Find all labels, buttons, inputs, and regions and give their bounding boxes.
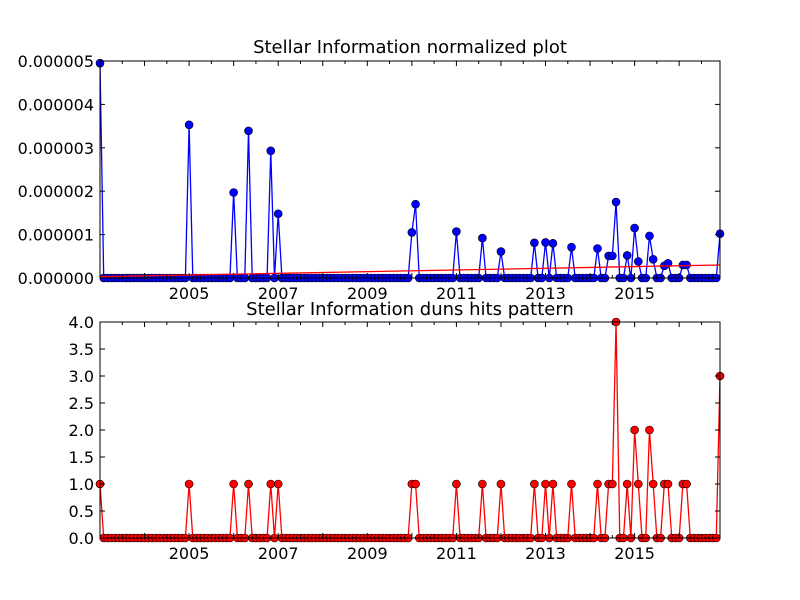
axes-frame	[99, 60, 721, 279]
x-tick-label: 2009	[347, 284, 388, 303]
data-point	[567, 242, 576, 252]
chart-title: Stellar Information normalized plot	[253, 37, 567, 58]
y-tick-label: 0.0	[69, 529, 94, 548]
data-point	[184, 479, 194, 489]
data-point	[541, 238, 550, 247]
data-point	[496, 479, 506, 489]
data-point	[478, 479, 487, 489]
x-tick-label: 2009	[347, 544, 388, 563]
data-point	[229, 479, 238, 489]
data-point	[630, 425, 639, 435]
x-tick-label: 2011	[436, 544, 477, 563]
data-point	[622, 251, 632, 260]
data-point	[648, 479, 658, 489]
data-point	[630, 223, 639, 233]
data-point	[530, 479, 539, 489]
data-point	[648, 255, 658, 264]
y-tick-label: 0.000004	[18, 95, 94, 114]
data-point	[541, 479, 550, 489]
data-point	[548, 479, 558, 489]
x-tick-label: 2007	[258, 284, 299, 303]
data-point	[244, 126, 253, 136]
data-point	[478, 233, 487, 243]
y-tick-label: 1.0	[69, 475, 94, 494]
axis-ticks: 0.000000 0.000001 0.000002 0.000003 0.000004…	[18, 52, 720, 303]
y-tick-label: 0.000003	[18, 139, 94, 158]
x-tick-label: 2015	[614, 544, 655, 563]
data-point	[273, 209, 283, 219]
axes-frame	[99, 321, 721, 539]
series-line	[99, 264, 721, 278]
data-point	[452, 227, 461, 236]
y-tick-label: 0.5	[69, 502, 94, 521]
y-tick-label: 3.5	[69, 340, 94, 359]
data-point	[244, 479, 253, 489]
x-tick-label: 2005	[169, 284, 210, 303]
data-point	[634, 257, 643, 266]
data-point	[266, 479, 276, 489]
axis-ticks: 0.0 0.5 1.0 1.5 2.0 2.5 3.0 3.5 4.0 2005 2007 2009 2…	[69, 313, 720, 563]
data-point	[608, 479, 617, 489]
data-point	[645, 231, 654, 241]
data-point	[663, 258, 673, 268]
y-tick-label: 2.0	[69, 421, 94, 440]
y-tick-label: 1.5	[69, 448, 94, 467]
x-tick-label: 2013	[525, 284, 566, 303]
data-point	[682, 479, 691, 489]
x-tick-label: 2005	[169, 544, 210, 563]
data-point	[663, 479, 673, 489]
data-point	[548, 238, 558, 248]
data-point	[407, 228, 417, 237]
data-point	[593, 479, 602, 489]
data-point	[411, 479, 420, 489]
data-point	[593, 244, 602, 253]
data-point	[611, 197, 621, 207]
normalized-plot: Stellar Information normalized plot 0.00…	[18, 37, 725, 303]
data-point	[530, 238, 539, 248]
y-tick-label: 0.000001	[18, 226, 94, 245]
x-tick-label: 2015	[614, 284, 655, 303]
x-tick-label: 2007	[258, 544, 299, 563]
data-point	[622, 479, 632, 489]
y-tick-label: 4.0	[69, 313, 94, 332]
x-tick-label: 2011	[436, 284, 477, 303]
data-point	[452, 479, 461, 489]
x-tick-label: 2013	[525, 544, 566, 563]
data-point	[273, 479, 283, 489]
hits-pattern-plot: Stellar Information duns hits pattern 0.…	[69, 299, 725, 563]
data-point	[229, 188, 238, 197]
data-point	[184, 120, 194, 130]
data-point	[645, 425, 654, 435]
data-point	[496, 247, 506, 256]
data-point	[411, 199, 420, 209]
chart-title: Stellar Information duns hits pattern	[246, 299, 574, 320]
data-point	[567, 479, 576, 489]
y-tick-label: 0.000002	[18, 182, 94, 201]
y-tick-label: 0.000000	[18, 269, 94, 288]
data-point	[266, 146, 276, 156]
y-tick-label: 3.0	[69, 367, 94, 386]
y-tick-label: 2.5	[69, 394, 94, 413]
y-tick-label: 0.000005	[18, 52, 94, 71]
data-point	[608, 251, 617, 261]
data-point	[634, 479, 643, 489]
